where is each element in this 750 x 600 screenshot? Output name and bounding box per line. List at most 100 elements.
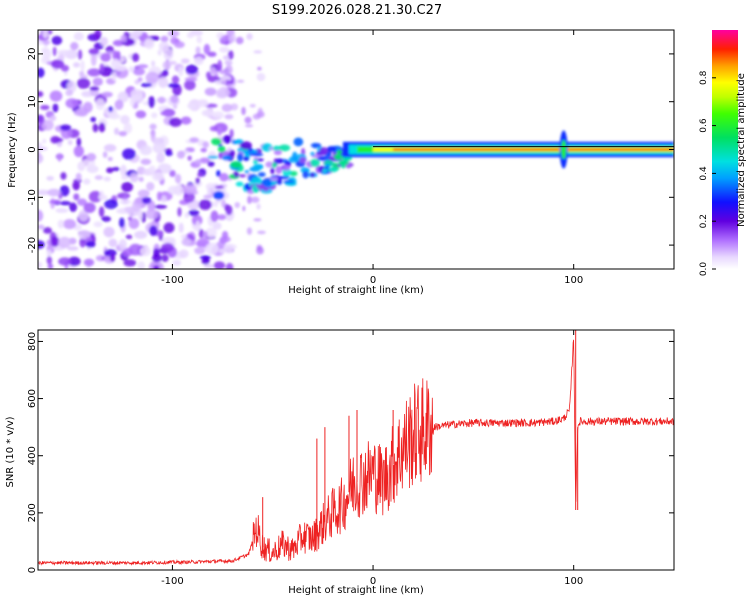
signal-blob <box>310 152 315 156</box>
noise-blob <box>34 210 43 222</box>
noise-blob <box>221 199 226 207</box>
noise-blob <box>106 167 113 173</box>
y-tick-label: 0 <box>27 567 38 573</box>
noise-blob <box>79 71 84 76</box>
noise-blob <box>104 144 116 152</box>
colorbar-tick-label: 0.2 <box>699 214 709 228</box>
signal-blob <box>237 153 243 162</box>
noise-blob <box>196 46 201 54</box>
noise-blob <box>103 151 108 158</box>
noise-blob <box>153 142 166 153</box>
noise-blob <box>91 54 97 66</box>
noise-blob <box>47 189 61 197</box>
noise-blob <box>118 208 125 213</box>
noise-blob <box>134 231 147 239</box>
noise-blob <box>128 31 142 37</box>
signal-blob <box>245 170 250 173</box>
noise-blob <box>50 91 63 102</box>
noise-blob <box>206 71 211 78</box>
noise-blob <box>207 161 214 167</box>
noise-blob <box>109 239 118 248</box>
noise-blob <box>181 117 192 125</box>
signal-blob <box>218 146 226 152</box>
noise-blob <box>161 36 169 42</box>
noise-blob <box>70 42 78 50</box>
noise-blob <box>152 254 162 262</box>
signal-blob <box>275 158 283 163</box>
signal-blob <box>219 173 228 182</box>
noise-blob <box>181 238 191 246</box>
noise-blob <box>253 50 262 53</box>
noise-blob <box>256 204 260 210</box>
noise-blob <box>83 179 90 185</box>
noise-blob <box>139 177 144 182</box>
noise-blob <box>152 172 164 181</box>
noise-blob <box>217 127 222 136</box>
signal-blob <box>253 159 258 164</box>
noise-blob <box>234 202 240 208</box>
noise-blob <box>114 128 119 135</box>
noise-blob <box>223 244 233 254</box>
noise-blob <box>119 199 131 205</box>
noise-blob <box>177 151 185 159</box>
noise-blob <box>35 262 42 268</box>
snr-y-label: SNR (10 * v/v) <box>5 416 16 487</box>
y-tick-label: 400 <box>27 446 38 465</box>
y-tick-label: 20 <box>27 48 38 61</box>
signal-blob <box>253 164 263 170</box>
noise-blob <box>242 206 245 212</box>
noise-blob <box>93 78 103 86</box>
noise-blob <box>100 53 111 62</box>
noise-blob <box>100 37 108 46</box>
noise-blob <box>149 124 156 130</box>
noise-blob <box>68 140 73 145</box>
snr-x-label: Height of straight line (km) <box>288 585 424 596</box>
signal-blob <box>211 138 221 145</box>
signal-blob <box>279 145 290 152</box>
noise-blob <box>135 200 142 204</box>
noise-blob <box>189 137 199 142</box>
signal-blob <box>218 152 222 159</box>
noise-blob <box>47 256 53 264</box>
noise-blob <box>187 156 191 161</box>
noise-blob <box>133 68 145 76</box>
noise-blob <box>100 63 105 72</box>
noise-blob <box>231 103 239 110</box>
x-tick-label: 100 <box>564 576 583 587</box>
noise-blob <box>199 200 212 211</box>
signal-blob <box>310 173 315 177</box>
noise-blob <box>42 139 46 144</box>
noise-blob <box>94 29 101 39</box>
noise-blob <box>179 223 184 233</box>
y-tick-label: 600 <box>27 389 38 408</box>
noise-blob <box>241 107 246 115</box>
noise-blob <box>99 206 105 217</box>
noise-blob <box>153 265 160 271</box>
noise-blob <box>223 55 229 60</box>
noise-blob <box>151 60 155 66</box>
noise-blob <box>172 260 181 266</box>
noise-blob <box>112 71 117 81</box>
noise-blob <box>41 48 48 52</box>
noise-blob <box>138 77 143 82</box>
noise-blob <box>200 148 206 153</box>
noise-blob <box>227 83 232 88</box>
y-tick-label: 0 <box>27 146 38 152</box>
noise-blob <box>247 227 252 234</box>
signal-blob <box>272 162 277 167</box>
noise-blob <box>40 105 50 110</box>
signal-blob <box>243 156 249 161</box>
noise-blob <box>245 124 253 127</box>
signal-blob <box>313 143 317 149</box>
noise-blob <box>130 89 143 101</box>
noise-blob <box>211 70 219 76</box>
noise-blob <box>211 210 219 222</box>
noise-blob <box>130 173 139 183</box>
noise-blob <box>172 75 179 83</box>
noise-blob <box>257 231 266 235</box>
signal-blob <box>310 159 320 167</box>
noise-blob <box>162 61 171 70</box>
noise-blob <box>253 114 261 120</box>
noise-blob <box>51 60 64 69</box>
noise-blob <box>151 112 157 118</box>
